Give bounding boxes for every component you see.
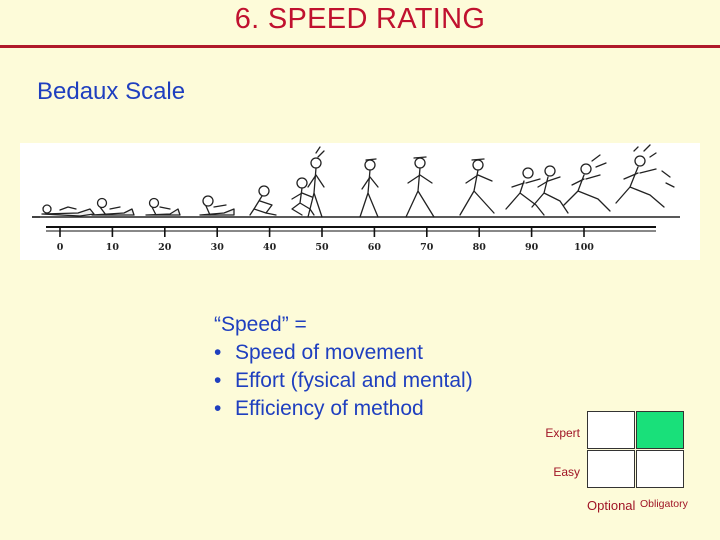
figure-sitting-icon bbox=[145, 197, 181, 216]
bullet-icon: • bbox=[214, 341, 222, 364]
figure-brisk-walk-icon bbox=[405, 156, 435, 218]
title-divider bbox=[0, 45, 720, 48]
matrix-col-label-obligatory: Obligatory bbox=[640, 498, 688, 510]
list-item-text: Efficiency of method bbox=[235, 397, 424, 420]
speed-definition: “Speed” = • Speed of movement • Effort (fy… bbox=[214, 311, 473, 423]
scale-tick-label: 50 bbox=[315, 242, 329, 253]
scale-tick-label: 90 bbox=[525, 242, 539, 253]
figure-sprinting-icon bbox=[563, 154, 611, 212]
matrix-row-label-easy: Easy bbox=[553, 465, 580, 479]
scale-tick-label: 0 bbox=[57, 242, 64, 253]
figure-crouching-icon bbox=[199, 195, 235, 216]
matrix-cell-expert-obligatory bbox=[636, 411, 684, 449]
scale-figure-svg: 0 10 20 30 40 50 60 70 80 90 100 bbox=[32, 144, 680, 253]
figure-sequence bbox=[41, 144, 675, 218]
list-item-text: Speed of movement bbox=[235, 341, 423, 364]
scale-tick-label: 10 bbox=[106, 242, 120, 253]
scale-tick-label: 70 bbox=[420, 242, 434, 253]
list-item: • Efficiency of method bbox=[214, 395, 473, 423]
list-item-text: Effort (fysical and mental) bbox=[235, 369, 473, 392]
figure-kneeling-icon bbox=[249, 185, 277, 216]
matrix-cell-easy-optional bbox=[587, 450, 635, 488]
figure-standing-icon bbox=[307, 146, 325, 218]
scale-tick-label: 30 bbox=[211, 242, 225, 253]
scale-tick-label: 20 bbox=[158, 242, 172, 253]
figure-leaping-icon bbox=[615, 144, 675, 208]
figure-running-icon bbox=[531, 165, 569, 214]
figure-jogging-icon bbox=[505, 167, 545, 216]
slide-title: 6. SPEED RATING bbox=[234, 3, 486, 35]
bedaux-scale-illustration: 0 10 20 30 40 50 60 70 80 90 100 bbox=[20, 143, 700, 260]
matrix-row-label-expert: Expert bbox=[545, 426, 580, 440]
scale-tick-label: 40 bbox=[263, 242, 277, 253]
figure-lying-icon bbox=[41, 204, 95, 217]
matrix-cell-easy-obligatory bbox=[636, 450, 684, 488]
figure-walking-icon bbox=[359, 158, 379, 218]
classification-matrix bbox=[587, 411, 685, 489]
bullet-icon: • bbox=[214, 369, 222, 392]
figure-fast-walk-icon bbox=[459, 158, 495, 216]
matrix-cell-expert-optional bbox=[587, 411, 635, 449]
matrix-col-label-optional: Optional bbox=[587, 498, 636, 513]
list-item: • Effort (fysical and mental) bbox=[214, 367, 473, 395]
scale-tick-label: 100 bbox=[574, 242, 594, 253]
speed-factor-list: • Speed of movement • Effort (fysical and … bbox=[214, 339, 473, 423]
figure-resting-icon bbox=[91, 197, 135, 216]
speed-definition-lead: “Speed” = bbox=[214, 313, 307, 336]
slide-subtitle: Bedaux Scale bbox=[37, 78, 186, 105]
bullet-icon: • bbox=[214, 397, 222, 420]
list-item: • Speed of movement bbox=[214, 339, 473, 367]
scale-tick-label: 80 bbox=[473, 242, 487, 253]
scale-tick-label: 60 bbox=[368, 242, 382, 253]
scale-ticks: 0 10 20 30 40 50 60 70 80 90 100 bbox=[57, 227, 594, 253]
